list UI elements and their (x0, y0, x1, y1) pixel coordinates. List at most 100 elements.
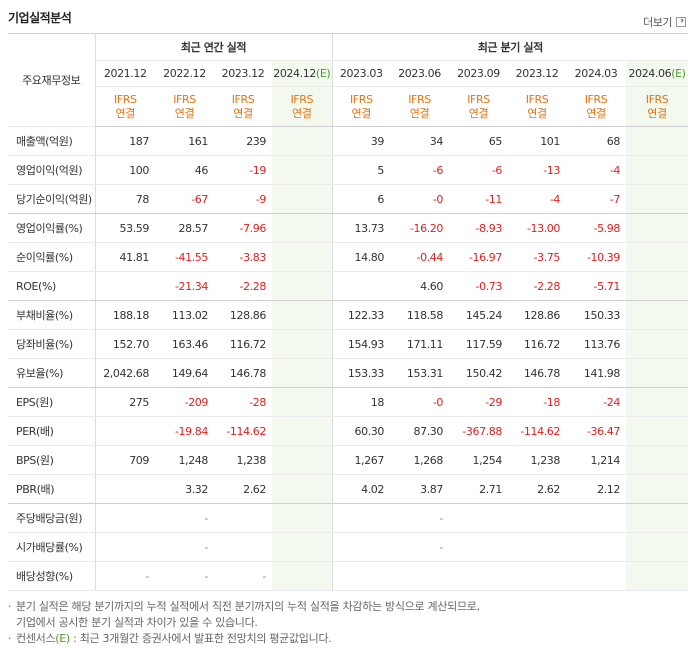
value-cell (626, 184, 689, 214)
more-text[interactable]: 더보기 (643, 16, 672, 29)
value-cell: -0 (390, 387, 449, 417)
consolidation-scope: 연결 (647, 106, 667, 120)
data-row: 시가배당률(%) - - (8, 532, 689, 562)
accounting-standard: IFRS (645, 92, 669, 106)
value-cell (626, 271, 689, 301)
value-cell: 275 (95, 387, 155, 417)
value-cell: 2,042.68 (95, 358, 155, 388)
value-cell: -0.44 (390, 242, 449, 272)
accounting-standard: IFRS (584, 92, 608, 106)
period: 2021.12 (103, 67, 147, 80)
value-cell: -6 (449, 155, 508, 185)
value-cell (566, 503, 626, 533)
consolidation-scope: 연결 (468, 106, 489, 120)
financial-table: 주요재무정보 최근 연간 실적 최근 분기 실적 2021.12 2022.12 2023… (8, 33, 689, 591)
footnote-line: 기업에서 공시한 분기 실적과 차이가 있을 수 있습니다. (16, 616, 258, 629)
data-row: 유보율(%) 2,042.68 149.64 146.78 153.33 153.31 15… (8, 358, 689, 388)
data-row: 영업이익(억원) 100 46 -19 5 -6 -6 -13 -4 (8, 155, 689, 185)
data-row: 당좌비율(%) 152.70 163.46 116.72 154.93 171.11 117… (8, 329, 689, 359)
period-header: 2023.12 (214, 60, 272, 87)
basis-header: IFRS 연결 (508, 86, 566, 127)
value-cell (449, 503, 508, 533)
value-cell (626, 242, 689, 272)
value-cell (272, 474, 332, 504)
value-cell: -10.39 (566, 242, 626, 272)
value-cell (214, 532, 272, 562)
period-header: 2024.12(E) (272, 60, 332, 87)
row-label: 부채비율(%) (8, 300, 96, 330)
period-header: 2023.09 (449, 60, 508, 87)
period-header: 2024.03 (566, 60, 626, 87)
value-cell: 145.24 (449, 300, 508, 330)
footnote-line: 분기 실적은 해당 분기까지의 누적 실적에서 직전 분기까지의 누적 실적을 … (16, 600, 480, 613)
row-label: 영업이익률(%) (8, 213, 96, 243)
value-cell (331, 532, 390, 562)
value-cell: 122.33 (331, 300, 390, 330)
value-cell: 53.59 (95, 213, 155, 243)
basis-header: IFRS 연결 (626, 86, 689, 127)
data-row: 당기순이익(억원) 78 -67 -9 6 -0 -11 -4 -7 (8, 184, 689, 214)
group-header: 최근 분기 실적 (331, 33, 689, 61)
value-cell: - (95, 561, 155, 591)
footnote-text: : 최근 3개월간 증권사에서 발표한 전망치의 평균값입니다. (69, 632, 332, 645)
value-cell: 113.02 (155, 300, 214, 330)
value-cell (272, 213, 332, 243)
data-row: PBR(배) 3.32 2.62 4.02 3.87 2.71 2.62 2.12 (8, 474, 689, 504)
value-cell: -6 (390, 155, 449, 185)
value-cell: -13.00 (508, 213, 566, 243)
value-cell: -67 (155, 184, 214, 214)
more-icon[interactable] (676, 17, 686, 27)
value-cell (272, 561, 332, 591)
value-cell: 1,238 (508, 445, 566, 475)
consolidation-scope: 연결 (586, 106, 606, 120)
value-cell: 5 (331, 155, 390, 185)
value-cell (626, 126, 689, 156)
value-cell: -24 (566, 387, 626, 417)
value-cell: - (155, 503, 214, 533)
data-row: 주당배당금(원) - - (8, 503, 689, 533)
value-cell: -4 (566, 155, 626, 185)
value-cell: -16.20 (390, 213, 449, 243)
consolidation-scope: 연결 (527, 106, 547, 120)
value-cell: 149.64 (155, 358, 214, 388)
value-cell: -19 (214, 155, 272, 185)
value-cell: 171.11 (390, 329, 449, 359)
footnote: 분기 실적은 해당 분기까지의 누적 실적에서 직전 분기까지의 누적 실적을 … (8, 599, 480, 631)
row-label: 영업이익(억원) (8, 155, 96, 185)
estimate-mark: (E) (315, 67, 331, 80)
value-cell: -7.96 (214, 213, 272, 243)
accounting-standard: IFRS (290, 92, 314, 106)
period: 2024.06 (628, 67, 672, 80)
section-title: 기업실적분석 (8, 11, 72, 25)
basis-header: IFRS 연결 (449, 86, 508, 127)
value-cell: 14.80 (331, 242, 390, 272)
value-cell (508, 561, 566, 591)
value-cell (626, 387, 689, 417)
value-cell: 153.31 (390, 358, 449, 388)
value-cell: 18 (331, 387, 390, 417)
value-cell: 13.73 (331, 213, 390, 243)
value-cell: -8.93 (449, 213, 508, 243)
row-label: 주당배당금(원) (8, 503, 96, 533)
basis-header: IFRS 연결 (155, 86, 214, 127)
value-cell: 163.46 (155, 329, 214, 359)
accounting-standard: IFRS (467, 92, 490, 106)
value-cell (95, 416, 155, 446)
value-cell: 60.30 (331, 416, 390, 446)
value-cell: 709 (95, 445, 155, 475)
value-cell (449, 532, 508, 562)
value-cell: 128.86 (508, 300, 566, 330)
more-link[interactable]: 더보기 (643, 14, 686, 30)
value-cell: 41.81 (95, 242, 155, 272)
footnote-term: 컨센서스 (16, 632, 56, 645)
value-cell: 2.71 (449, 474, 508, 504)
value-cell: 4.02 (331, 474, 390, 504)
value-cell (626, 358, 689, 388)
group-header: 최근 연간 실적 (95, 33, 332, 61)
value-cell (566, 561, 626, 591)
estimate-mark: (E) (55, 632, 70, 645)
footnote: 컨센서스(E) : 최근 3개월간 증권사에서 발표한 전망치의 평균값입니다. (8, 631, 480, 647)
row-label: PBR(배) (8, 474, 96, 504)
value-cell: 1,254 (449, 445, 508, 475)
value-cell (272, 387, 332, 417)
